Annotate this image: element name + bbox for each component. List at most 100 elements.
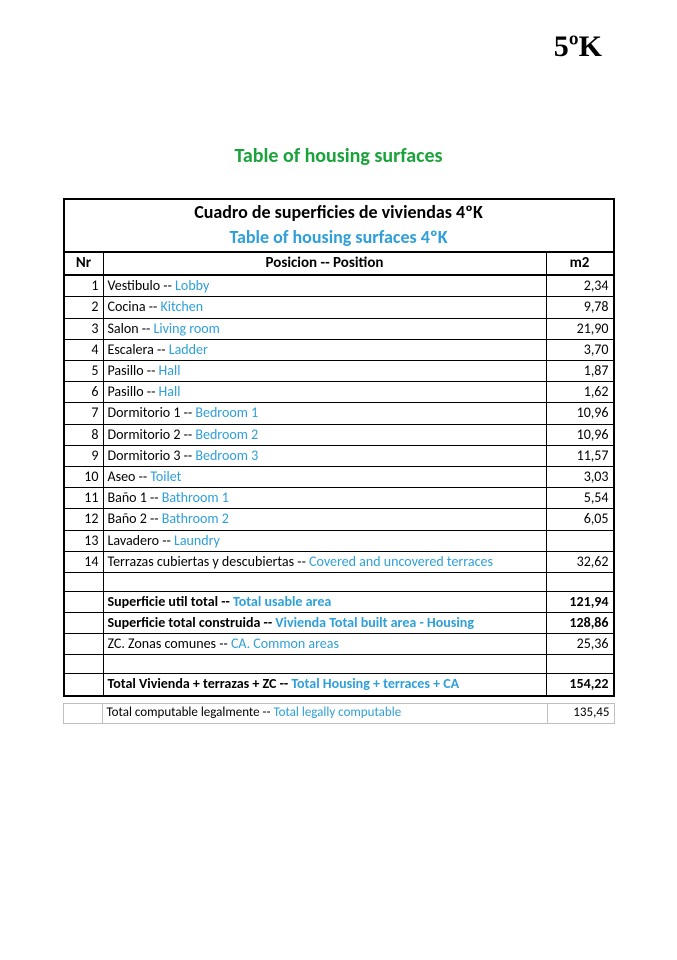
- pos-en: Kitchen: [160, 298, 203, 315]
- pos-es: Cocina: [108, 298, 146, 315]
- pos-en: Living room: [154, 320, 220, 337]
- table-row: 10Aseo -- Toilet3,03: [64, 466, 614, 487]
- cell-position: Lavadero -- Laundry: [103, 530, 546, 551]
- cell-nr: [64, 634, 104, 655]
- cell-position: ZC. Zonas comunes -- CA. Common areas: [103, 634, 546, 655]
- cell-position: Baño 1 -- Bathroom 1: [103, 488, 546, 509]
- cell-position: Superficie util total -- Total usable ar…: [103, 591, 546, 612]
- sep: --: [147, 489, 162, 506]
- legal-en: Total legally computable: [273, 705, 401, 720]
- table-title-row-en: Table of housing surfaces 4ºK: [64, 225, 614, 251]
- pos-en: Lobby: [175, 277, 209, 294]
- summary-es: Superficie util total: [108, 593, 219, 610]
- cell-m2: 11,57: [546, 445, 614, 466]
- table-row: 5Pasillo -- Hall1,87: [64, 361, 614, 382]
- pos-en: Bathroom 2: [162, 510, 229, 527]
- table-row: 14Terrazas cubiertas y descubiertas -- C…: [64, 551, 614, 572]
- cell-m2: 21,90: [546, 318, 614, 339]
- cell-position: Baño 2 -- Bathroom 2: [103, 509, 546, 530]
- cell-nr: [64, 613, 104, 634]
- sep: --: [159, 532, 174, 549]
- cell-nr: 8: [64, 424, 104, 445]
- cell-m2: 9,78: [546, 297, 614, 318]
- sep: --: [218, 593, 233, 610]
- cell-nr: 11: [64, 488, 104, 509]
- table-row: 6Pasillo -- Hall1,62: [64, 382, 614, 403]
- cell-m2: 6,05: [546, 509, 614, 530]
- pos-en: Bathroom 1: [162, 489, 229, 506]
- table-row: 3Salon -- Living room21,90: [64, 318, 614, 339]
- pos-en: Bedroom 3: [195, 447, 258, 464]
- cell-m2: 10,96: [546, 424, 614, 445]
- table-row: 11Baño 1 -- Bathroom 15,54: [64, 488, 614, 509]
- sep: --: [180, 404, 195, 421]
- pos-es: Escalera: [108, 341, 154, 358]
- cell-m2: 3,03: [546, 466, 614, 487]
- summary-en: Vivienda Total built area - Housing: [275, 614, 474, 631]
- col-m2: m2: [546, 252, 614, 276]
- total-en: Total Housing + terraces + CA: [291, 675, 459, 692]
- cell-position: Dormitorio 2 -- Bedroom 2: [103, 424, 546, 445]
- pos-es: Dormitorio 2: [108, 426, 181, 443]
- total-m2: 154,22: [546, 674, 614, 696]
- col-nr: Nr: [64, 252, 104, 276]
- cell-nr: 5: [64, 361, 104, 382]
- pos-en: Bedroom 1: [195, 404, 258, 421]
- total-es: Total Vivienda + terrazas + ZC: [108, 675, 280, 692]
- sep: --: [260, 705, 274, 720]
- summary-row: ZC. Zonas comunes -- CA. Common areas25,…: [64, 634, 614, 655]
- summary-es: Superficie total construida: [108, 614, 261, 631]
- cell-position: Superficie total construida -- Vivienda …: [103, 613, 546, 634]
- summary-es: ZC. Zonas comunes: [108, 635, 220, 652]
- cell-position: Salon -- Living room: [103, 318, 546, 339]
- cell-nr: 7: [64, 403, 104, 424]
- pos-en: Bedroom 2: [195, 426, 258, 443]
- unit-label: 5ºK: [554, 30, 602, 63]
- cell-position: Terrazas cubiertas y descubiertas -- Cov…: [103, 551, 546, 572]
- table-header-row: Nr Posicion -- Position m2: [64, 252, 614, 276]
- pos-en: Ladder: [169, 341, 208, 358]
- table-title-es: Cuadro de superficies de viviendas 4ºK: [194, 201, 483, 223]
- pos-en: Covered and uncovered terraces: [309, 553, 493, 570]
- cell-m2: [546, 530, 614, 551]
- pos-es: Baño 1: [108, 489, 147, 506]
- summary-en: Total usable area: [233, 593, 331, 610]
- pos-en: Hall: [159, 383, 181, 400]
- cell-position: Aseo -- Toilet: [103, 466, 546, 487]
- table-row: 4Escalera -- Ladder3,70: [64, 339, 614, 360]
- pos-en: Hall: [159, 362, 181, 379]
- table-row: 13Lavadero -- Laundry: [64, 530, 614, 551]
- pos-es: Dormitorio 3: [108, 447, 181, 464]
- total-row: Total Vivienda + terrazas + ZC -- Total …: [64, 674, 614, 696]
- cell-nr: 13: [64, 530, 104, 551]
- cell-m2: 1,87: [546, 361, 614, 382]
- cell-m2: 25,36: [546, 634, 614, 655]
- table-row: 9Dormitorio 3 -- Bedroom 311,57: [64, 445, 614, 466]
- cell-position: Cocina -- Kitchen: [103, 297, 546, 318]
- pos-es: Dormitorio 1: [108, 404, 181, 421]
- section-title-text: Table of housing surfaces: [234, 144, 442, 168]
- table-row: 1Vestibulo -- Lobby2,34: [64, 275, 614, 297]
- cell-m2: 128,86: [546, 613, 614, 634]
- sep: --: [135, 468, 150, 485]
- table-wrap: Cuadro de superficies de viviendas 4ºK T…: [63, 198, 615, 724]
- cell-position: Pasillo -- Hall: [103, 382, 546, 403]
- cell-m2: 3,70: [546, 339, 614, 360]
- summary-row: Superficie util total -- Total usable ar…: [64, 591, 614, 612]
- sep: --: [219, 635, 231, 652]
- sep: --: [294, 553, 309, 570]
- cell-nr: 2: [64, 297, 104, 318]
- sep: --: [260, 614, 275, 631]
- pos-es: Aseo: [108, 468, 136, 485]
- spacer-row: [64, 572, 614, 591]
- sep: --: [139, 320, 154, 337]
- cell-nr: 4: [64, 339, 104, 360]
- cell-nr: 9: [64, 445, 104, 466]
- cell-position: Dormitorio 3 -- Bedroom 3: [103, 445, 546, 466]
- cell-m2: 121,94: [546, 591, 614, 612]
- pos-es: Baño 2: [108, 510, 147, 527]
- sep: --: [147, 510, 162, 527]
- summary-row: Superficie total construida -- Vivienda …: [64, 613, 614, 634]
- sep: --: [144, 362, 159, 379]
- summary-en: CA. Common areas: [231, 635, 339, 652]
